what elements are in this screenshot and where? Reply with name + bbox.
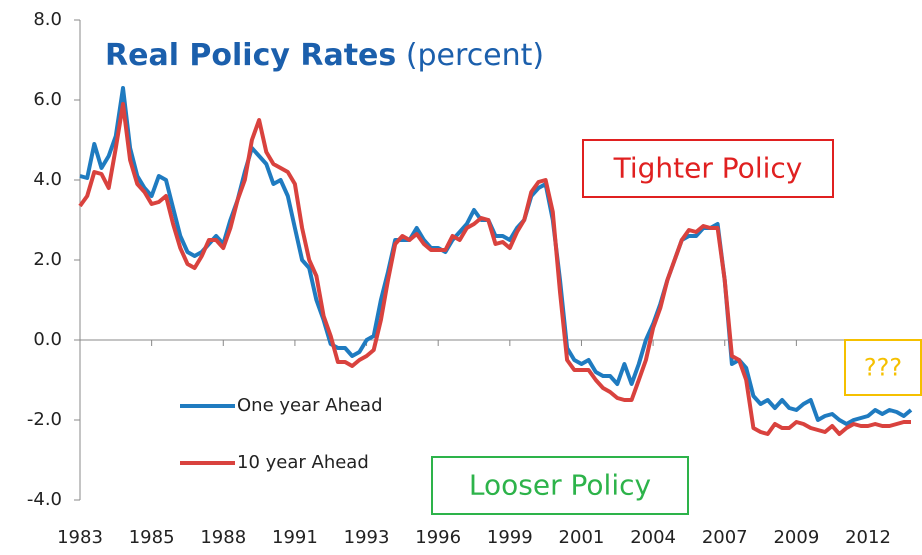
y-tick-label: -2.0 — [27, 409, 62, 430]
x-tick-label: 2004 — [630, 527, 676, 548]
x-tick-label: 1983 — [57, 527, 103, 548]
x-tick-label: 2009 — [773, 527, 819, 548]
x-tick-label: 2012 — [845, 527, 891, 548]
line-series — [79, 86, 913, 426]
x-tick-label: 1991 — [272, 527, 318, 548]
annotation-text: Looser Policy — [469, 469, 651, 502]
annotation-box — [582, 139, 834, 198]
title-main: Real Policy Rates — [105, 38, 396, 73]
y-tick-label: 4.0 — [33, 169, 62, 190]
x-tick-label: 2001 — [559, 527, 605, 548]
x-tick-label: 2007 — [702, 527, 748, 548]
x-tick-label: 1988 — [200, 527, 246, 548]
x-tick-label: 1993 — [344, 527, 390, 548]
annotation-box — [844, 339, 922, 396]
chart-title: Real Policy Rates (percent) — [105, 38, 544, 73]
x-tick-label: 1985 — [129, 527, 175, 548]
subtitle: (percent) — [406, 38, 544, 73]
annotation-text: ??? — [864, 354, 902, 382]
annotation-text: Tighter Policy — [613, 152, 803, 185]
annotation-box — [431, 456, 689, 515]
line-series — [78, 102, 911, 436]
x-tick-label: 1996 — [415, 527, 461, 548]
legend-label: 10 year Ahead — [237, 452, 369, 473]
legend-label: One year Ahead — [237, 395, 383, 416]
y-tick-label: 6.0 — [33, 89, 62, 110]
y-tick-label: 2.0 — [33, 249, 62, 270]
y-tick-label: 8.0 — [33, 9, 62, 30]
y-tick-label: -4.0 — [27, 489, 62, 510]
x-tick-label: 1999 — [487, 527, 533, 548]
y-tick-label: 0.0 — [33, 329, 62, 350]
